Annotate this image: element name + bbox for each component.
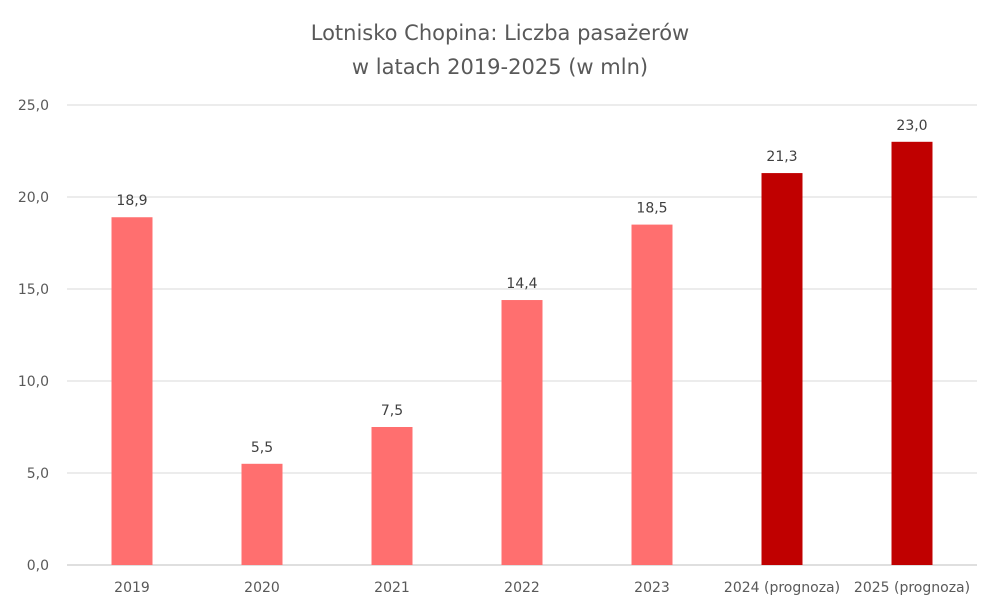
- y-tick-label: 15,0: [18, 282, 49, 298]
- chart-title-line-2: w latach 2019-2025 (w mln): [352, 55, 648, 79]
- x-tick-label: 2023: [634, 580, 670, 596]
- x-tick-label: 2022: [504, 580, 540, 596]
- bar-2023: [631, 224, 673, 565]
- y-tick-label: 5,0: [27, 466, 49, 482]
- x-tick-label: 2020: [244, 580, 280, 596]
- data-labels: 18,9 5,5 7,5 14,4 18,5 21,3 23,0: [116, 118, 927, 456]
- y-tick-label: 0,0: [27, 558, 49, 574]
- y-tick-label: 20,0: [18, 190, 49, 206]
- data-label: 18,9: [116, 193, 147, 209]
- bar-2022: [501, 300, 543, 565]
- bar-2019: [111, 217, 153, 566]
- bar-2021: [371, 427, 413, 565]
- x-tick-label: 2024 (prognoza): [724, 580, 840, 596]
- data-label: 21,3: [766, 149, 797, 165]
- data-label: 7,5: [381, 403, 403, 419]
- chart-title-line-1: Lotnisko Chopina: Liczba pasażerów: [311, 21, 689, 45]
- x-tick-label: 2021: [374, 580, 410, 596]
- data-label: 18,5: [636, 201, 667, 217]
- bars: [111, 141, 933, 566]
- data-label: 5,5: [251, 440, 273, 456]
- y-tick-label: 25,0: [18, 98, 49, 114]
- data-label: 14,4: [506, 276, 537, 292]
- bar-2024-prognoza: [761, 173, 803, 565]
- y-tick-label: 10,0: [18, 374, 49, 390]
- x-tick-label: 2025 (prognoza): [854, 580, 970, 596]
- x-tick-label: 2019: [114, 580, 150, 596]
- y-axis-ticks: 0,0 5,0 10,0 15,0 20,0 25,0: [18, 98, 49, 574]
- x-axis-ticks: 2019 2020 2021 2022 2023 2024 (prognoza) 2025 …: [114, 580, 970, 596]
- bar-2020: [241, 463, 283, 565]
- bar-2025-prognoza: [891, 141, 933, 566]
- data-label: 23,0: [896, 118, 927, 134]
